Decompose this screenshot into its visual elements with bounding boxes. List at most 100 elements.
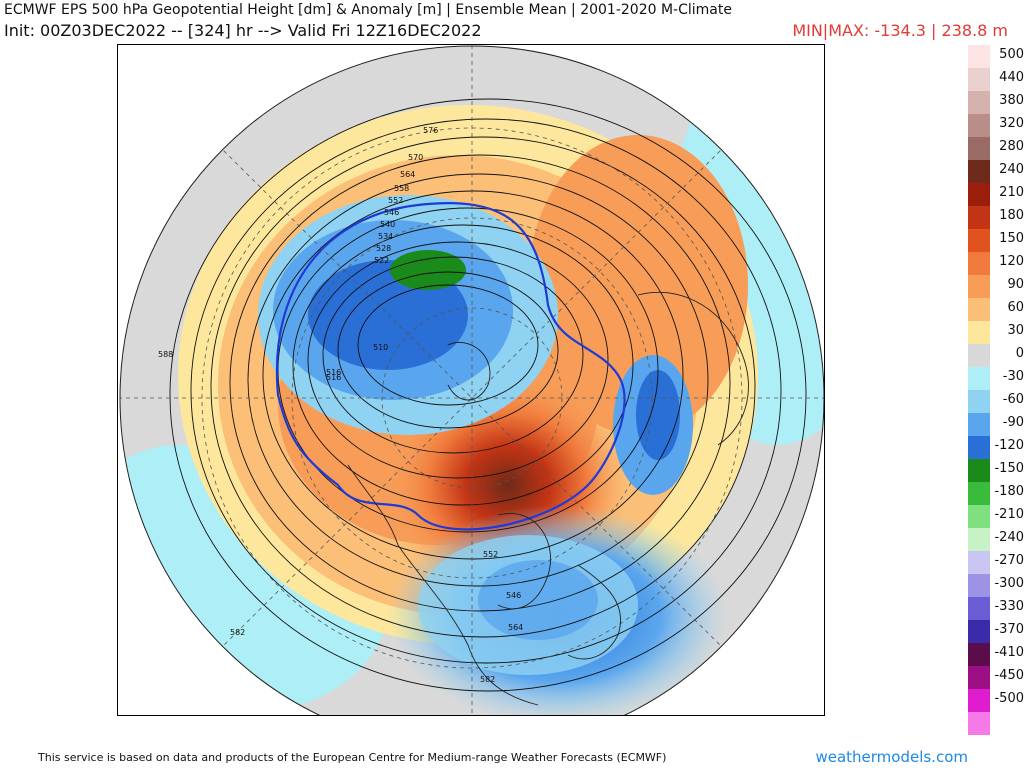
legend-label: -90 — [1002, 415, 1024, 430]
legend-row: -120 — [968, 436, 1024, 459]
legend-label: 380 — [999, 93, 1024, 108]
legend-row: -30 — [968, 367, 1024, 390]
legend-label: 180 — [999, 208, 1024, 223]
legend-label: -300 — [994, 576, 1024, 591]
legend-swatch — [968, 643, 990, 666]
legend-label: -60 — [1002, 392, 1024, 407]
contour-label: 546 — [506, 591, 521, 600]
legend-swatch — [968, 137, 990, 160]
contour-label: 582 — [480, 675, 495, 684]
legend-label: 120 — [999, 254, 1024, 269]
contour-label: 540 — [380, 220, 395, 229]
contour-label: 516 — [326, 368, 341, 377]
contour-label: 510 — [373, 343, 388, 352]
legend-swatch — [968, 68, 990, 91]
legend-swatch — [968, 620, 990, 643]
legend-label: 320 — [999, 116, 1024, 131]
legend-row: 320 — [968, 114, 1024, 137]
legend-label: -450 — [994, 668, 1024, 683]
legend-row: -300 — [968, 574, 1024, 597]
legend-label: 280 — [999, 139, 1024, 154]
polar-map: 576 570 564 558 552 546 540 534 528 522 … — [117, 44, 825, 716]
min-max-readout: MIN|MAX: -134.3 | 238.8 m — [792, 21, 1008, 40]
legend-row: 120 — [968, 252, 1024, 275]
legend-swatch — [968, 344, 990, 367]
contour-label: 564 — [508, 623, 523, 632]
ecmwf-credit: This service is based on data and produc… — [38, 751, 667, 764]
legend-swatch — [968, 321, 990, 344]
legend-swatch — [968, 367, 990, 390]
legend-label: 90 — [1007, 277, 1024, 292]
legend-label: -370 — [994, 622, 1024, 637]
legend-label: -30 — [1002, 369, 1024, 384]
legend-swatch — [968, 206, 990, 229]
legend-swatch — [968, 413, 990, 436]
legend-row: -90 — [968, 413, 1024, 436]
legend-label: 440 — [999, 70, 1024, 85]
legend-label: 240 — [999, 162, 1024, 177]
legend-label: 500 — [999, 47, 1024, 62]
contour-540-outline — [275, 202, 626, 531]
legend-row: 90 — [968, 275, 1024, 298]
legend-label: -120 — [994, 438, 1024, 453]
legend-label: -180 — [994, 484, 1024, 499]
legend-swatch — [968, 390, 990, 413]
legend-row: 30 — [968, 321, 1024, 344]
legend-row: -450 — [968, 666, 1024, 689]
site-link[interactable]: weathermodels.com — [815, 748, 968, 766]
legend-row: -60 — [968, 390, 1024, 413]
legend-label: -150 — [994, 461, 1024, 476]
contour-label: 552 — [483, 550, 498, 559]
contour-labels: 576 570 564 558 552 546 540 534 528 522 … — [158, 126, 523, 684]
legend-label: -210 — [994, 507, 1024, 522]
legend-row: -150 — [968, 459, 1024, 482]
contour-label: 552 — [388, 196, 403, 205]
legend-row: 0 — [968, 344, 1024, 367]
legend-swatch — [968, 551, 990, 574]
legend-swatch — [968, 252, 990, 275]
legend-swatch — [968, 712, 990, 735]
legend-swatch — [968, 574, 990, 597]
legend-swatch — [968, 689, 990, 712]
anomaly-field: 576 570 564 558 552 546 540 534 528 522 … — [120, 46, 824, 715]
legend-row: -180 — [968, 482, 1024, 505]
legend-swatch — [968, 666, 990, 689]
legend-swatch — [968, 597, 990, 620]
legend-row: 180 — [968, 206, 1024, 229]
legend-label: -330 — [994, 599, 1024, 614]
legend-label: 210 — [999, 185, 1024, 200]
legend-label: -240 — [994, 530, 1024, 545]
legend-row: -330 — [968, 597, 1024, 620]
contour-label: 546 — [384, 208, 399, 217]
color-legend: 500 440 380 320 280 240 210 180 150 120 90 60 30 0 -30… — [968, 45, 1024, 735]
legend-row: 210 — [968, 183, 1024, 206]
map-title: ECMWF EPS 500 hPa Geopotential Height [d… — [4, 2, 732, 18]
legend-row: 500 — [968, 45, 1024, 68]
legend-row: -370 — [968, 620, 1024, 643]
legend-swatch — [968, 459, 990, 482]
legend-row: 240 — [968, 160, 1024, 183]
coastlines — [347, 292, 749, 706]
contour-label: 570 — [408, 153, 423, 162]
legend-label: 60 — [1007, 300, 1024, 315]
legend-swatch — [968, 160, 990, 183]
legend-swatch — [968, 275, 990, 298]
contour-label: 516 — [326, 373, 341, 382]
contour-label: 522 — [374, 256, 389, 265]
contour-label: 528 — [376, 244, 391, 253]
contour-label: 564 — [400, 170, 415, 179]
legend-row: 380 — [968, 91, 1024, 114]
contour-label: 582 — [230, 628, 245, 637]
contour-label: 558 — [394, 184, 409, 193]
height-contours — [169, 98, 807, 692]
legend-label: -410 — [994, 645, 1024, 660]
map-canvas: 576 570 564 558 552 546 540 534 528 522 … — [118, 45, 824, 715]
legend-row: -410 — [968, 643, 1024, 666]
legend-label: 30 — [1007, 323, 1024, 338]
legend-row: -210 — [968, 505, 1024, 528]
legend-swatch — [968, 528, 990, 551]
legend-row: -240 — [968, 528, 1024, 551]
legend-row: 60 — [968, 298, 1024, 321]
map-subtitle: Init: 00Z03DEC2022 -- [324] hr --> Valid… — [4, 21, 482, 40]
legend-row — [968, 712, 1024, 735]
